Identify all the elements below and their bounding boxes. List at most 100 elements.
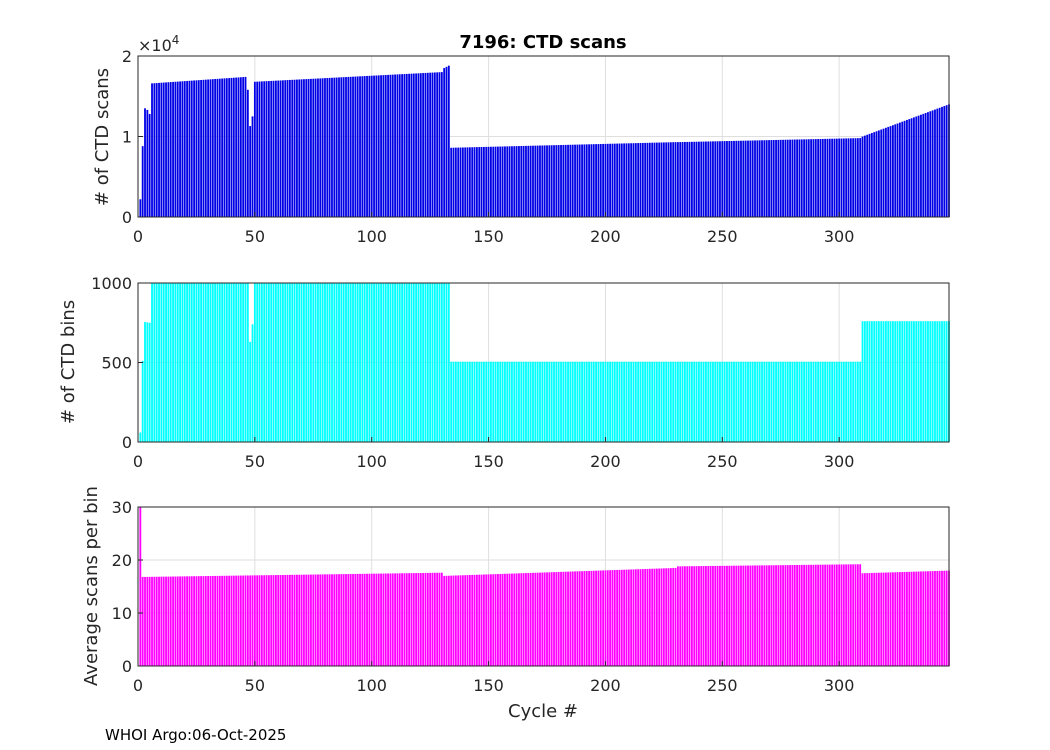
y-tick-label: 2 <box>122 47 132 66</box>
bar <box>398 573 401 666</box>
bar <box>648 142 651 217</box>
bar <box>660 142 663 217</box>
bar <box>756 361 759 442</box>
bar <box>167 283 170 442</box>
y-tick-label: 0 <box>122 657 132 676</box>
bar <box>700 566 703 666</box>
bar <box>812 361 815 442</box>
bar <box>307 283 310 442</box>
bar <box>291 283 294 442</box>
bar <box>861 136 864 217</box>
bar <box>258 575 261 666</box>
bar <box>548 361 551 442</box>
bar <box>854 138 857 217</box>
bar <box>279 575 282 666</box>
bar <box>723 141 726 217</box>
bar <box>856 564 859 666</box>
bar <box>726 565 728 666</box>
bar <box>800 564 803 666</box>
bar <box>889 572 892 666</box>
bar <box>768 361 770 442</box>
bar <box>803 361 805 442</box>
bar <box>319 574 322 666</box>
bar <box>683 566 686 666</box>
bar <box>789 139 791 217</box>
bar <box>258 283 261 442</box>
bar <box>204 283 207 442</box>
bar <box>249 575 252 666</box>
bar <box>153 83 156 218</box>
bar <box>436 283 439 442</box>
bar <box>300 574 303 666</box>
bar <box>637 361 640 442</box>
bar <box>256 81 259 217</box>
bar <box>289 79 291 217</box>
bar <box>190 80 193 217</box>
bar <box>730 140 733 217</box>
bar <box>155 83 158 217</box>
bar <box>230 283 233 442</box>
bar <box>651 142 654 217</box>
x-tick-label: 50 <box>245 227 265 246</box>
bar <box>246 575 249 666</box>
bar <box>695 361 698 442</box>
bar <box>828 564 831 666</box>
bar <box>782 139 784 217</box>
bar <box>398 74 401 218</box>
x-tick-label: 300 <box>824 452 855 471</box>
bar <box>606 143 609 217</box>
bar <box>267 283 270 442</box>
bar <box>660 361 663 442</box>
bar <box>903 120 906 217</box>
bar <box>447 283 450 442</box>
bar <box>513 573 516 666</box>
bar <box>363 573 366 666</box>
x-tick-label: 200 <box>590 227 621 246</box>
bar <box>221 575 224 666</box>
bar <box>924 113 927 217</box>
bar <box>232 283 235 442</box>
bar <box>716 141 719 217</box>
bar <box>779 361 782 442</box>
bar <box>359 283 361 442</box>
bar <box>216 78 219 217</box>
bar <box>927 112 929 217</box>
bar <box>613 570 616 666</box>
bar <box>705 566 707 666</box>
bar <box>497 574 499 666</box>
x-tick-label: 200 <box>590 452 621 471</box>
bar <box>941 570 943 666</box>
bar <box>181 283 184 442</box>
bar <box>375 573 378 666</box>
bar <box>901 121 904 217</box>
bar <box>356 573 359 666</box>
bar <box>382 283 385 442</box>
bar <box>179 81 181 217</box>
bar <box>648 361 651 442</box>
tick-labels: 0 50 100 150 200 250 300 0 1 2 <box>122 47 855 246</box>
bar <box>366 283 368 442</box>
bar <box>658 142 661 217</box>
bar <box>592 144 595 217</box>
bar <box>193 80 195 217</box>
bar <box>747 140 749 217</box>
bar <box>333 283 336 442</box>
bar <box>751 565 754 666</box>
bar <box>511 573 513 666</box>
bar <box>459 575 462 666</box>
bar <box>705 141 707 217</box>
bar <box>235 283 238 442</box>
bar <box>305 574 308 666</box>
bar <box>821 564 824 666</box>
bar <box>179 576 181 666</box>
bar <box>922 321 925 442</box>
bar <box>700 361 703 442</box>
bar <box>296 574 298 666</box>
bar <box>478 361 481 442</box>
bar <box>391 283 394 442</box>
bar <box>251 116 254 218</box>
bar <box>817 361 820 442</box>
bar <box>819 138 822 217</box>
bar <box>606 570 609 666</box>
